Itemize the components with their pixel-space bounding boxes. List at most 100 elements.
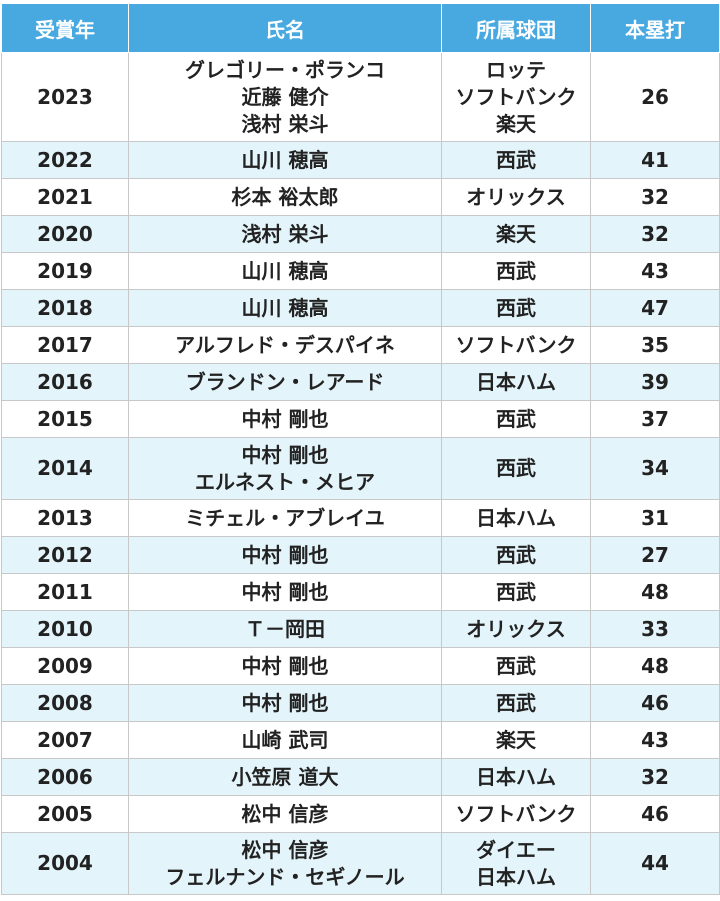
cell-year: 2006 [1,758,129,796]
cell-team: 西武 [441,289,591,327]
table-row: 2008 中村 剛也 西武 46 [1,684,720,722]
team-name: オリックス [466,616,566,641]
cell-name: 山川 穂高 [128,141,442,179]
cell-team: ソフトバンク [441,326,591,364]
team-name: 西武 [496,295,536,320]
team-name: ソフトバンク [455,332,577,357]
cell-name: ブランドン・レアード [128,363,442,401]
team-name: ダイエー [476,837,556,862]
player-name: 山川 穂高 [241,258,329,283]
cell-name: 杉本 裕太郎 [128,178,442,216]
cell-year: 2008 [1,684,129,722]
cell-home-runs: 32 [590,215,720,253]
cell-name: グレゴリー・ポランコ 近藤 健介 浅村 栄斗 [128,52,442,142]
cell-home-runs: 34 [590,437,720,500]
cell-name: 中村 剛也 [128,647,442,685]
cell-name: ミチェル・アブレイユ [128,499,442,537]
table-row: 2017 アルフレド・デスパイネ ソフトバンク 35 [1,326,720,364]
cell-name: 中村 剛也 エルネスト・メヒア [128,437,442,500]
cell-name: 松中 信彦 フェルナンド・セギノール [128,832,442,895]
table-row: 2012 中村 剛也 西武 27 [1,536,720,574]
cell-home-runs: 43 [590,721,720,759]
cell-home-runs: 33 [590,610,720,648]
team-name: 西武 [496,258,536,283]
player-name: 山川 穂高 [241,295,329,320]
table-row: 2019 山川 穂高 西武 43 [1,252,720,290]
player-name: 松中 信彦 [241,837,329,862]
cell-team: 日本ハム [441,758,591,796]
player-name: ブランドン・レアード [185,369,385,394]
table-row: 2005 松中 信彦 ソフトバンク 46 [1,795,720,833]
cell-team: オリックス [441,178,591,216]
cell-name: 中村 剛也 [128,536,442,574]
cell-year: 2007 [1,721,129,759]
team-name: 日本ハム [476,505,556,530]
team-name: オリックス [466,184,566,209]
cell-year: 2017 [1,326,129,364]
cell-team: 西武 [441,536,591,574]
player-name: グレゴリー・ポランコ [185,57,385,82]
cell-team: 西武 [441,647,591,685]
cell-team: ダイエー 日本ハム [441,832,591,895]
cell-home-runs: 48 [590,573,720,611]
team-name: 西武 [496,456,536,480]
team-name: 日本ハム [476,764,556,789]
cell-year: 2005 [1,795,129,833]
cell-name: アルフレド・デスパイネ [128,326,442,364]
team-name: ソフトバンク [455,801,577,826]
team-name: 楽天 [496,727,536,752]
team-name: 西武 [496,147,536,172]
team-name: 楽天 [496,111,536,136]
team-name: ソフトバンク [455,84,577,109]
table-row: 2018 山川 穂高 西武 47 [1,289,720,327]
cell-name: 山崎 武司 [128,721,442,759]
cell-year: 2014 [1,437,129,500]
cell-year: 2021 [1,178,129,216]
player-name: ミチェル・アブレイユ [185,505,385,530]
header-home-runs: 本塁打 [590,3,720,53]
table-row: 2011 中村 剛也 西武 48 [1,573,720,611]
cell-home-runs: 39 [590,363,720,401]
cell-team: 西武 [441,252,591,290]
table-row: 2006 小笠原 道大 日本ハム 32 [1,758,720,796]
team-name: 西武 [496,653,536,678]
cell-home-runs: 26 [590,52,720,142]
player-name: フェルナンド・セギノール [165,864,405,889]
cell-home-runs: 44 [590,832,720,895]
cell-name: 中村 剛也 [128,400,442,438]
home-run-leaders-table: 受賞年 氏名 所属球団 本塁打 2023 グレゴリー・ポランコ 近藤 健介 浅村 栄斗… [1,3,720,895]
cell-name: 山川 穂高 [128,252,442,290]
table-row: 2009 中村 剛也 西武 48 [1,647,720,685]
header-team: 所属球団 [441,3,591,53]
cell-team: ロッテ ソフトバンク 楽天 [441,52,591,142]
cell-home-runs: 43 [590,252,720,290]
cell-team: 西武 [441,437,591,500]
player-name: 山川 穂高 [241,147,329,172]
player-name: 中村 剛也 [241,406,329,431]
table-row: 2022 山川 穂高 西武 41 [1,141,720,179]
cell-year: 2020 [1,215,129,253]
cell-team: 楽天 [441,721,591,759]
player-name: 浅村 栄斗 [241,111,329,136]
player-name: 中村 剛也 [241,442,329,467]
player-name: 近藤 健介 [241,84,329,109]
cell-name: 中村 剛也 [128,684,442,722]
player-name: 松中 信彦 [241,801,329,826]
cell-home-runs: 32 [590,758,720,796]
cell-year: 2023 [1,52,129,142]
cell-year: 2012 [1,536,129,574]
cell-team: 日本ハム [441,499,591,537]
cell-year: 2015 [1,400,129,438]
cell-home-runs: 35 [590,326,720,364]
table-body: 2023 グレゴリー・ポランコ 近藤 健介 浅村 栄斗 ロッテ ソフトバンク 楽天 26 202… [1,52,720,895]
player-name: 杉本 裕太郎 [231,184,339,209]
cell-year: 2022 [1,141,129,179]
cell-home-runs: 41 [590,141,720,179]
table-row: 2013 ミチェル・アブレイユ 日本ハム 31 [1,499,720,537]
header-name: 氏名 [128,3,442,53]
player-name: エルネスト・メヒア [195,469,375,494]
player-name: 中村 剛也 [241,542,329,567]
team-name: 楽天 [496,221,536,246]
player-name: 中村 剛也 [241,579,329,604]
cell-year: 2019 [1,252,129,290]
